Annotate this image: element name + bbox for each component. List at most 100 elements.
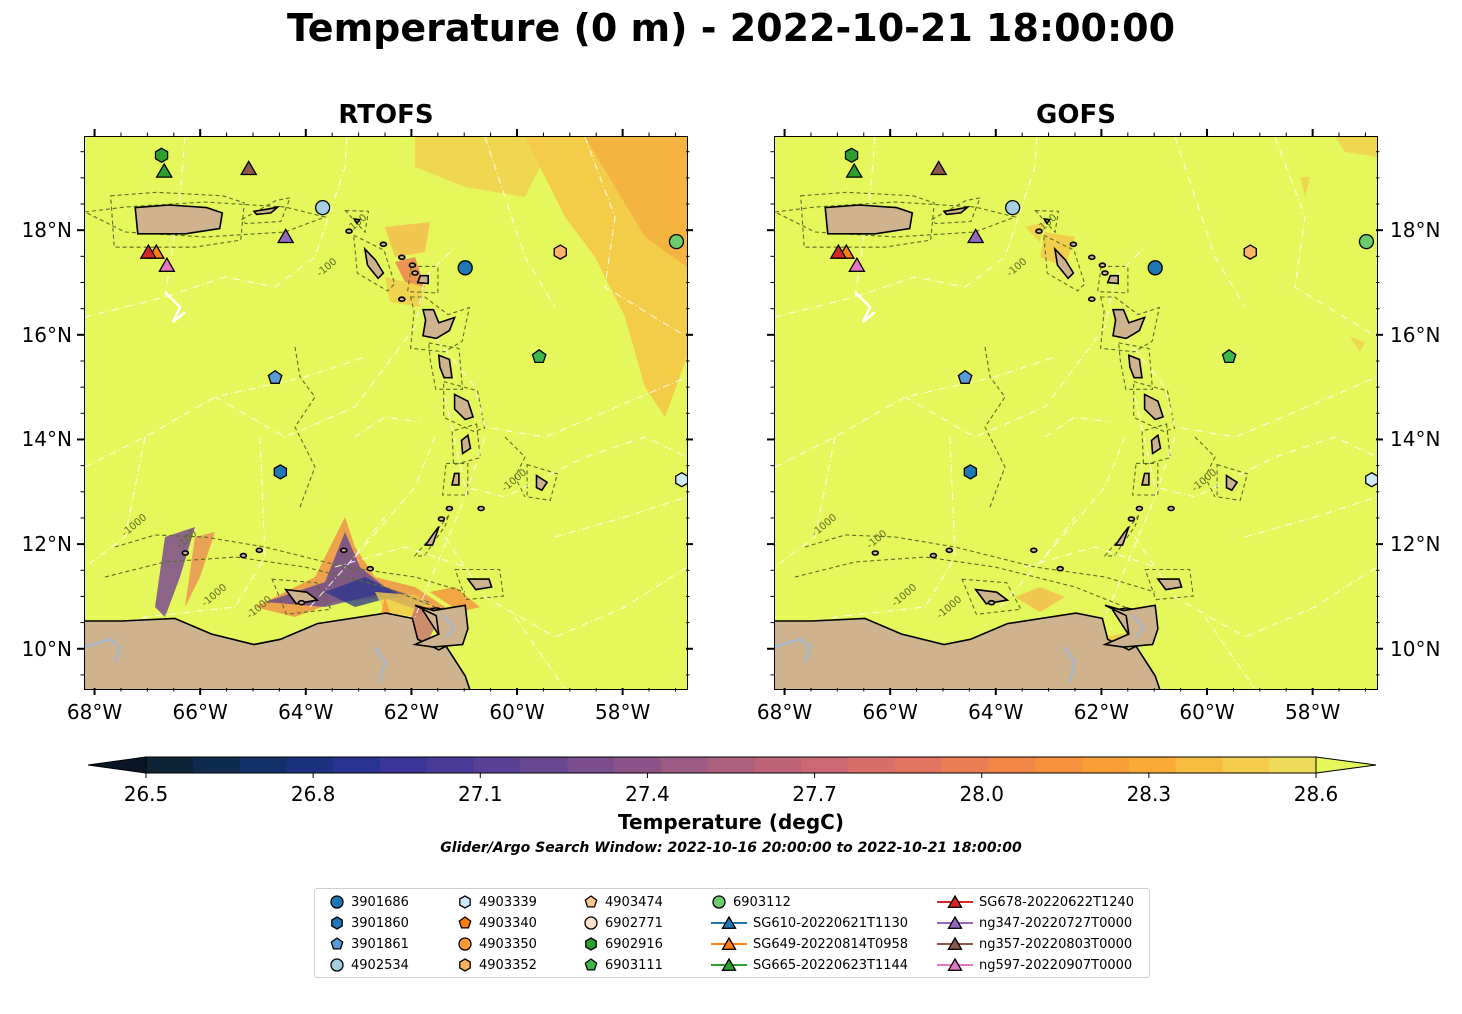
legend-marker — [458, 937, 472, 951]
landmass — [412, 604, 469, 648]
legend-item: SG678-20220622T1240 — [937, 892, 1134, 912]
legend-label: SG610-20220621T1130 — [753, 915, 909, 931]
islet — [1101, 270, 1109, 276]
islet — [397, 296, 406, 302]
legend-item: 3901860 — [329, 913, 409, 933]
marker-3901686 — [457, 260, 473, 276]
legend-marker — [721, 915, 737, 929]
colorbar-segment — [146, 757, 194, 773]
islet — [437, 516, 446, 522]
contour-ring — [931, 197, 981, 225]
contour-ring — [1131, 462, 1159, 496]
contour-ring — [443, 380, 486, 433]
colorbar-segment — [1035, 757, 1083, 773]
landmass — [252, 205, 281, 216]
eez-boundary — [514, 616, 566, 689]
legend-label: ng597-20220907T0000 — [979, 957, 1133, 973]
islet — [297, 599, 306, 606]
marker-ng347-20220727T0000 — [966, 228, 985, 244]
contour-barbados-ridge — [1194, 436, 1216, 498]
lon-tick-label: 64°W — [968, 700, 1024, 724]
contour-puerto-rico — [775, 201, 1017, 238]
rivers — [85, 614, 455, 683]
marker-3901860 — [963, 464, 978, 480]
eez-boundary — [85, 436, 146, 568]
marker-ng357-20220803T0000 — [929, 160, 948, 176]
marker-3901686 — [1147, 260, 1163, 276]
landmass — [437, 353, 453, 379]
lon-tick-label: 60°W — [1179, 700, 1235, 724]
colorbar-extend-high — [1315, 756, 1377, 774]
legend-marker — [584, 916, 598, 930]
warm-plume-west — [185, 532, 215, 607]
warm-patch-anegada — [1025, 222, 1045, 242]
legend-label: 6903112 — [733, 894, 791, 910]
eez-boundary — [1204, 616, 1256, 689]
legend-marker — [947, 957, 963, 971]
map-panel-gofs[interactable]: -100-100-1000-1000-100-1000-1000 — [774, 136, 1378, 690]
legend-swatch — [937, 915, 973, 929]
colorbar-frame — [145, 756, 1317, 774]
contour-venezuela-1000 — [794, 556, 1126, 608]
colorbar-segment — [520, 757, 568, 773]
legend-item: 4903350 — [457, 934, 537, 954]
colorbar — [87, 756, 1377, 778]
legend-label: ng357-20220803T0000 — [979, 936, 1133, 952]
contour-ring — [1043, 234, 1086, 292]
lat-tick-label-left: 10°N — [21, 636, 72, 661]
islet — [255, 547, 264, 554]
colorbar-segment — [567, 757, 615, 773]
legend-swatch — [712, 895, 726, 909]
colorbar-segment — [941, 757, 989, 773]
marker-4902534 — [314, 199, 331, 216]
eez-boundary — [1174, 137, 1246, 308]
marker-SG678-20220622T1240 — [139, 243, 158, 259]
contour-ring — [1099, 296, 1161, 353]
marker-6903111 — [531, 348, 547, 364]
legend-item: ng357-20220803T0000 — [937, 934, 1132, 954]
landmass — [1127, 353, 1143, 379]
colorbar-segment — [1269, 757, 1317, 773]
eez-boundary — [775, 137, 1038, 318]
landmass — [1156, 578, 1183, 591]
contour-ring — [1133, 380, 1176, 433]
lon-tick-label: 62°W — [1073, 700, 1129, 724]
colorbar-segment — [1222, 757, 1270, 773]
eez-boundary — [999, 516, 1076, 608]
legend-marker — [330, 958, 344, 972]
colorbar-tick-label: 26.5 — [123, 782, 169, 806]
islet — [945, 547, 954, 554]
legend-marker — [330, 937, 344, 950]
landmass — [1111, 308, 1146, 340]
figure-title: Temperature (0 m) - 2022-10-21 18:00:00 — [286, 6, 1176, 50]
colorbar-segment — [286, 757, 334, 773]
land — [85, 204, 549, 689]
islet — [1087, 254, 1096, 261]
marker-6903112 — [668, 233, 685, 250]
islet — [1069, 241, 1078, 248]
bathymetry-contours — [775, 191, 1249, 615]
islet — [408, 262, 417, 268]
legend-label: 6902916 — [605, 936, 663, 952]
legend-item: 4903474 — [583, 892, 663, 912]
landmass — [942, 205, 971, 216]
landmass — [1150, 433, 1162, 455]
legend-label: 4903350 — [479, 936, 537, 952]
lon-tick-label: 60°W — [489, 700, 545, 724]
legend-item: 4903352 — [457, 955, 537, 975]
warm-patch-east-2 — [1350, 337, 1365, 352]
landmass — [453, 393, 475, 421]
river — [1064, 646, 1077, 683]
islet — [1098, 262, 1107, 268]
legend-swatch — [711, 957, 747, 971]
eez-boundary — [85, 356, 366, 468]
landmass — [1106, 274, 1120, 285]
eez-boundary — [1074, 436, 1176, 689]
contour-ring — [1141, 423, 1171, 466]
warm-patch-saba — [395, 257, 425, 287]
contour-ring — [800, 191, 935, 248]
eez-boundary — [1274, 137, 1377, 338]
colorbar-tick-label: 27.1 — [458, 782, 503, 806]
islet — [987, 599, 996, 606]
legend-marker — [584, 895, 598, 908]
